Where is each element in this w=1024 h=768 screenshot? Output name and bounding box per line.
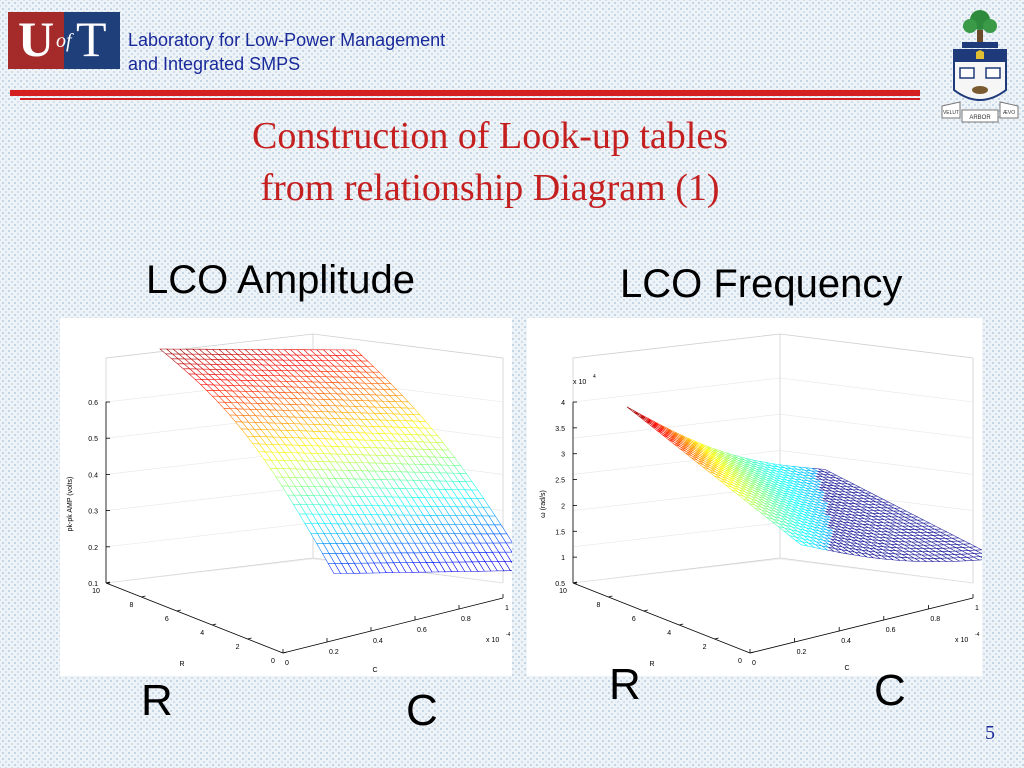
amplitude-r-tick-label: 4 bbox=[200, 630, 204, 637]
amplitude-c-tick-label: 0.4 bbox=[373, 638, 383, 645]
frequency-z-tick-label: 1.5 bbox=[555, 529, 565, 536]
amplitude-c-tick-label: 0 bbox=[285, 660, 289, 667]
amplitude-c-tick-label: 1 bbox=[505, 605, 509, 612]
crest-motto-right: ÆVO bbox=[1003, 110, 1015, 116]
frequency-c-axis-label: C bbox=[844, 665, 849, 672]
frequency-z-tick-label: 2 bbox=[561, 503, 565, 510]
frequency-r-tick bbox=[714, 637, 719, 640]
frequency-c-tick-label: 0.8 bbox=[930, 616, 940, 623]
amplitude-z-tick-label: 0.1 bbox=[88, 581, 98, 588]
amplitude-r-big-label: R bbox=[141, 676, 173, 725]
frequency-z-axis-label: ω (rad/s) bbox=[540, 490, 547, 518]
amplitude-r-tick bbox=[105, 581, 111, 584]
amplitude-c-tick-label: 0.6 bbox=[417, 627, 427, 634]
header-rule-thick bbox=[10, 90, 920, 96]
amplitude-c-scale-exp: -4 bbox=[506, 632, 511, 638]
slide-title-line1: Construction of Look-up tables bbox=[252, 115, 728, 157]
amplitude-r-tick bbox=[141, 595, 146, 598]
frequency-c-scale-exp: -4 bbox=[975, 632, 980, 638]
frequency-c-big-label: C bbox=[874, 666, 906, 715]
frequency-z-tick-label: 0.5 bbox=[555, 581, 565, 588]
frequency-surface-cell bbox=[626, 406, 640, 416]
frequency-r-tick bbox=[572, 581, 578, 584]
frequency-c-tick-label: 0.4 bbox=[841, 638, 851, 645]
frequency-r-tick-label: 0 bbox=[738, 658, 742, 665]
frequency-r-axis-label: R bbox=[649, 661, 654, 668]
frequency-c-tick-label: 1 bbox=[975, 605, 979, 612]
amplitude-r-tick-label: 0 bbox=[271, 658, 275, 665]
amplitude-r-tick bbox=[212, 623, 217, 626]
lab-title: Laboratory for Low-Power Management and … bbox=[128, 28, 445, 76]
amplitude-c-tick-label: 0.2 bbox=[329, 649, 339, 656]
amplitude-r-tick-label: 8 bbox=[129, 602, 133, 609]
frequency-r-tick-label: 10 bbox=[559, 588, 567, 595]
frequency-r-tick bbox=[643, 609, 648, 612]
frequency-r-tick-label: 8 bbox=[596, 602, 600, 609]
university-crest: VELUT ARBOR ÆVO bbox=[941, 10, 1019, 123]
frequency-r-tick bbox=[749, 651, 755, 654]
crest-motto-center: ARBOR bbox=[969, 115, 991, 121]
frequency-z-tick-label: 2.5 bbox=[555, 478, 565, 485]
amplitude-c-axis-label: C bbox=[372, 667, 377, 674]
frequency-c-tick-label: 0.2 bbox=[797, 649, 807, 656]
amplitude-plot-panel: 0.6 0.5 0.4 0.3 0.2 0.1 10 8 6 4 2 0 0 0.2 0.4 0.6 0.8… bbox=[60, 318, 512, 676]
header-rule-thin bbox=[20, 98, 920, 100]
amplitude-z-tick-label: 0.2 bbox=[88, 545, 98, 552]
frequency-r-tick-label: 4 bbox=[667, 630, 671, 637]
frequency-z-tick-label: 3 bbox=[561, 452, 565, 459]
amplitude-c-scale: x 10 bbox=[486, 637, 499, 644]
frequency-r-tick-label: 2 bbox=[703, 644, 707, 651]
frequency-c-scale: x 10 bbox=[955, 637, 968, 644]
page-number: 5 bbox=[985, 722, 995, 744]
amplitude-z-tick-label: 0.3 bbox=[88, 509, 98, 516]
amplitude-heading: LCO Amplitude bbox=[146, 258, 416, 302]
amplitude-r-tick bbox=[176, 609, 181, 612]
frequency-c-tick-label: 0.6 bbox=[886, 627, 896, 634]
amplitude-surface-cell bbox=[159, 348, 174, 355]
amplitude-r-axis-label: R bbox=[179, 661, 184, 668]
amplitude-r-tick bbox=[247, 637, 252, 640]
amplitude-r-tick bbox=[282, 651, 288, 654]
frequency-z-scale: x 10 bbox=[573, 379, 586, 386]
amplitude-z-tick-label: 0.6 bbox=[88, 400, 98, 407]
amplitude-c-big-label: C bbox=[406, 686, 438, 735]
lab-title-line2: and Integrated SMPS bbox=[128, 54, 301, 74]
frequency-heading: LCO Frequency bbox=[620, 262, 903, 306]
amplitude-c-tick-label: 0.8 bbox=[461, 616, 471, 623]
frequency-r-tick-label: 6 bbox=[632, 616, 636, 623]
frequency-z-tick-label: 3.5 bbox=[555, 426, 565, 433]
frequency-z-scale-exp: 4 bbox=[593, 374, 596, 380]
amplitude-r-tick-label: 10 bbox=[92, 588, 100, 595]
amplitude-r-tick-label: 2 bbox=[236, 644, 240, 651]
frequency-c-tick-label: 0 bbox=[752, 660, 756, 667]
frequency-z-tick-label: 1 bbox=[561, 555, 565, 562]
amplitude-z-tick-label: 0.5 bbox=[88, 436, 98, 443]
amplitude-surface-chart: 0.6 0.5 0.4 0.3 0.2 0.1 10 8 6 4 2 0 0 0.2 0.4 0.6 0.8… bbox=[67, 333, 512, 674]
frequency-r-tick bbox=[679, 623, 684, 626]
amplitude-z-tick-label: 0.4 bbox=[88, 472, 98, 479]
frequency-r-big-label: R bbox=[609, 660, 641, 709]
lab-title-line1: Laboratory for Low-Power Management bbox=[128, 30, 446, 50]
slide-title-line2: from relationship Diagram (1) bbox=[260, 167, 720, 209]
uoft-logo: U of T bbox=[8, 12, 120, 69]
frequency-plot-panel: 4 3.5 3 2.5 2 1.5 1 0.5 10 8 6 4 2 0 0 0.2 0.4 0.6 0.8 1 … bbox=[527, 318, 982, 676]
amplitude-r-tick-label: 6 bbox=[165, 616, 169, 623]
crest-motto-left: VELUT bbox=[943, 110, 959, 116]
amplitude-z-axis-label: pk-pk AMP (volts) bbox=[67, 477, 74, 532]
frequency-r-tick bbox=[608, 595, 613, 598]
frequency-z-tick-label: 4 bbox=[561, 400, 565, 407]
